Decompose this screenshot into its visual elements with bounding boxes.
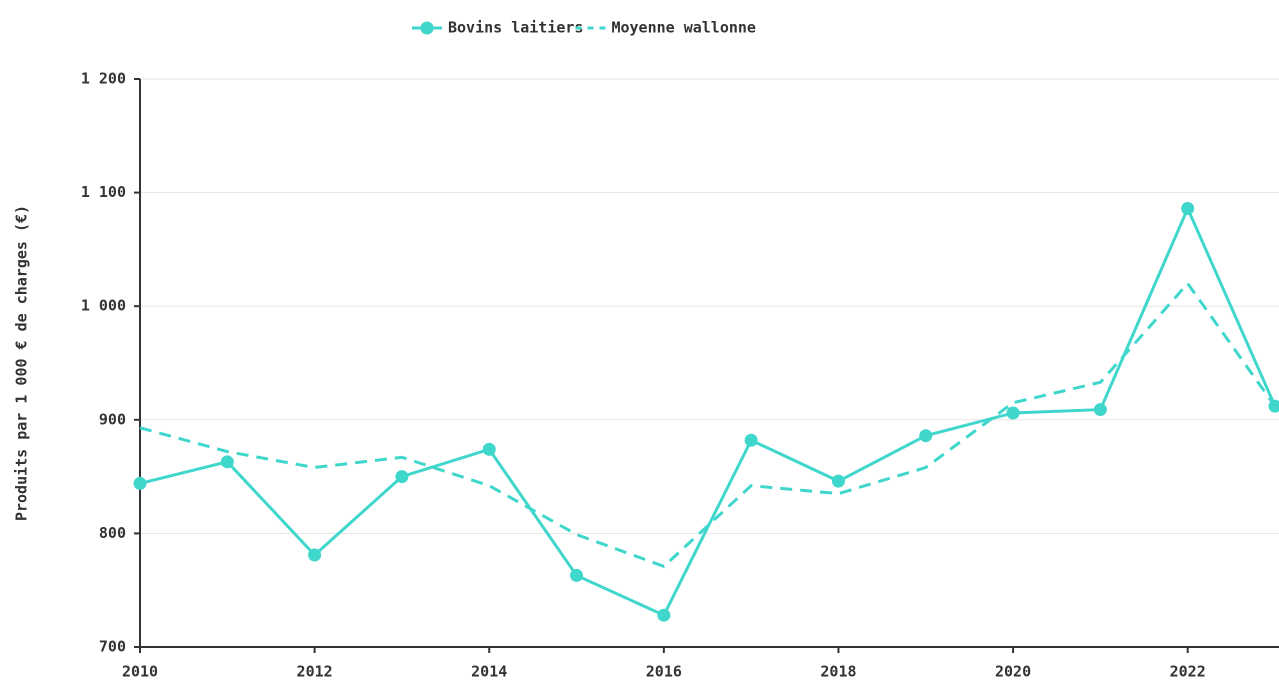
legend-label: Bovins laitiers [448,19,583,37]
y-tick-label: 1 000 [81,297,126,315]
legend-label: Moyenne wallonne [611,19,756,37]
y-tick-label: 1 100 [81,183,126,201]
y-tick-label: 800 [99,524,126,542]
data-point [1181,202,1195,216]
x-tick-label: 2018 [820,663,856,681]
x-tick-label: 2012 [297,663,333,681]
data-point [308,548,322,562]
legend-marker [420,21,434,35]
data-point [220,455,234,469]
data-point [570,568,584,582]
data-point [919,429,933,443]
data-point [744,433,758,447]
y-tick-label: 1 200 [81,70,126,88]
data-point [1093,403,1107,417]
data-point [1006,406,1020,420]
y-tick-label: 900 [99,410,126,428]
x-tick-label: 2022 [1170,663,1206,681]
data-point [657,608,671,622]
y-tick-label: 700 [99,638,126,656]
x-tick-label: 2020 [995,663,1031,681]
x-tick-label: 2014 [471,663,507,681]
data-line [139,281,1277,569]
data-point [395,470,409,484]
data-point [831,474,845,488]
data-point [482,442,496,456]
data-point [133,476,147,490]
y-axis-label: Produits par 1 000 € de charges (€) [13,205,31,521]
x-tick-label: 2010 [122,663,158,681]
x-tick-label: 2016 [646,663,682,681]
